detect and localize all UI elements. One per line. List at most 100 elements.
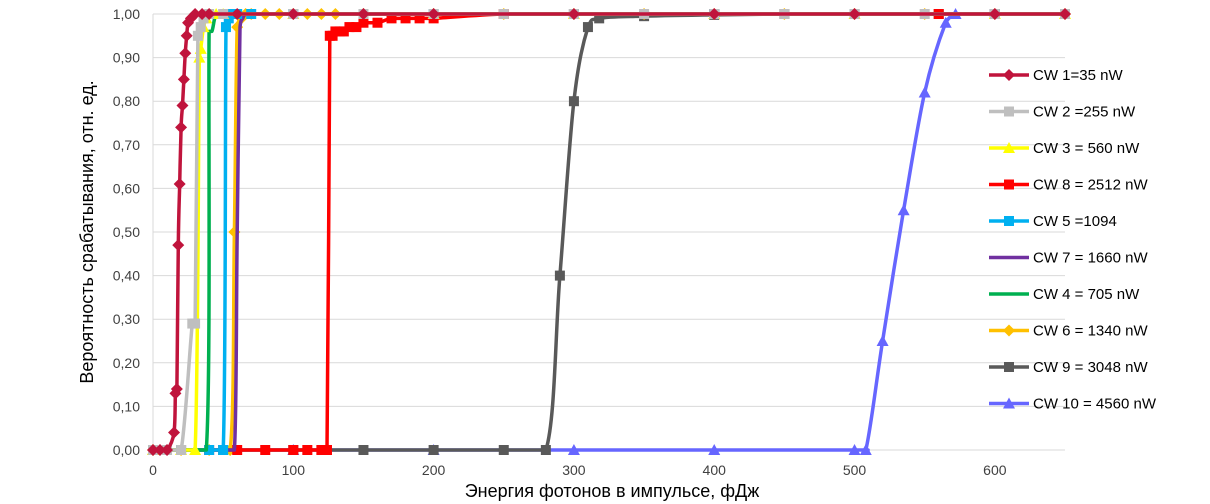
- data-point: [192, 30, 203, 41]
- legend-item: CW 3 = 560 nW: [989, 140, 1140, 157]
- data-point: [338, 26, 349, 37]
- legend-label: CW 5 =1094: [1033, 213, 1117, 230]
- data-point: [189, 444, 202, 455]
- data-point: [231, 8, 244, 20]
- legend-item: CW 7 = 1660 nW: [989, 250, 1148, 267]
- data-point: [176, 99, 189, 112]
- y-tick-label: 0,10: [113, 398, 140, 414]
- data-point: [988, 8, 1001, 20]
- data-point: [897, 204, 910, 216]
- data-point: [316, 445, 327, 455]
- data-point: [428, 445, 439, 455]
- data-point: [170, 382, 183, 395]
- y-tick-label: 1,00: [113, 6, 140, 22]
- x-tick-label: 200: [422, 462, 446, 478]
- x-tick-label: 0: [149, 462, 157, 478]
- legend-swatch-marker: [1004, 106, 1014, 117]
- legend-item: CW 10 = 4560 nW: [989, 396, 1157, 413]
- data-point: [357, 8, 370, 20]
- data-point: [161, 444, 174, 456]
- legend-label: CW 9 = 3048 nW: [1033, 359, 1148, 376]
- axis-layer: 0,00 0,10 0,20 0,30 0,40 0,50 0,60 0,70 0,80 0,90…: [113, 6, 1007, 478]
- legend-swatch-marker: [1004, 216, 1014, 226]
- y-tick-label: 0,80: [113, 93, 140, 109]
- data-point: [218, 445, 229, 455]
- data-point: [175, 121, 188, 134]
- data-point: [177, 73, 190, 86]
- legend-layer: CW 1=35 nW CW 2 =255 nW CW 3 = 560 nW CW 8 …: [989, 67, 1157, 413]
- data-point: [172, 239, 185, 252]
- data-point: [400, 13, 411, 24]
- data-point: [372, 17, 383, 28]
- legend-label: CW 10 = 4560 nW: [1033, 396, 1157, 413]
- data-point: [287, 8, 300, 20]
- legend-item: CW 2 =255 nW: [989, 104, 1136, 121]
- data-point: [168, 426, 181, 439]
- data-point: [848, 444, 861, 455]
- data-point: [568, 96, 579, 107]
- data-point: [195, 22, 206, 33]
- legend-label: CW 6 = 1340 nW: [1033, 323, 1148, 340]
- series-group: [147, 8, 1071, 456]
- legend-label: CW 7 = 1660 nW: [1033, 250, 1148, 267]
- data-point: [204, 445, 215, 455]
- legend-item: CW 5 =1094: [989, 213, 1117, 230]
- x-tick-label: 100: [282, 462, 306, 478]
- data-point: [154, 444, 167, 456]
- data-point: [180, 29, 193, 42]
- x-tick-label: 400: [703, 462, 727, 478]
- data-point: [498, 445, 509, 455]
- data-point: [386, 13, 397, 24]
- y-tick-label: 0,50: [113, 224, 140, 240]
- legend-swatch-marker: [1003, 324, 1015, 337]
- data-point: [232, 445, 243, 455]
- data-point: [190, 318, 201, 329]
- data-point: [288, 445, 299, 455]
- data-point: [540, 445, 551, 455]
- data-point: [1059, 8, 1071, 20]
- data-point: [427, 8, 440, 20]
- y-tick-label: 0,40: [113, 268, 140, 284]
- legend-item: CW 8 = 2512 nW: [989, 177, 1148, 194]
- y-tick-label: 0,20: [113, 355, 140, 371]
- data-point: [173, 178, 186, 191]
- data-point: [358, 17, 369, 28]
- data-point: [179, 47, 192, 60]
- data-point: [302, 445, 313, 455]
- legend-label: CW 8 = 2512 nW: [1033, 177, 1148, 194]
- data-point: [594, 13, 605, 24]
- legend-label: CW 1=35 nW: [1033, 67, 1123, 84]
- data-point: [344, 22, 355, 33]
- legend-swatch-marker: [1004, 179, 1014, 190]
- legend-swatch-marker: [1003, 142, 1015, 153]
- data-point: [147, 444, 159, 456]
- legend-swatch-marker: [1004, 362, 1014, 372]
- legend-swatch-marker: [1003, 69, 1015, 81]
- data-point: [321, 445, 332, 455]
- x-tick-label: 600: [983, 462, 1007, 478]
- y-tick-label: 0,70: [113, 137, 140, 153]
- data-point: [189, 8, 202, 20]
- data-point: [848, 8, 861, 20]
- data-point: [184, 12, 197, 25]
- legend-label: CW 3 = 560 nW: [1033, 140, 1140, 157]
- legend-item: CW 4 = 705 nW: [989, 286, 1140, 303]
- data-point: [196, 8, 209, 20]
- y-tick-label: 0,60: [113, 180, 140, 196]
- series-layer: [147, 8, 1071, 456]
- data-point: [351, 22, 362, 33]
- y-tick-label: 0,30: [113, 311, 140, 327]
- data-point: [582, 22, 593, 33]
- legend-swatch-marker: [1003, 397, 1015, 409]
- legend-label: CW 4 = 705 nW: [1033, 286, 1140, 303]
- data-point: [176, 445, 187, 455]
- data-point: [358, 445, 369, 455]
- legend-item: CW 1=35 nW: [989, 67, 1123, 84]
- legend-item: CW 6 = 1340 nW: [989, 323, 1148, 340]
- data-point: [708, 444, 721, 455]
- y-tick-label: 0,00: [113, 442, 140, 458]
- data-point: [260, 445, 271, 455]
- data-point: [859, 444, 872, 455]
- data-point: [203, 8, 216, 20]
